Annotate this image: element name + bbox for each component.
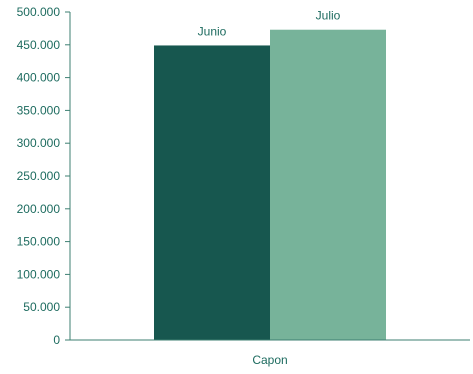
y-tick-label: 450.000 bbox=[17, 38, 61, 52]
y-tick-label: 350.000 bbox=[17, 103, 61, 117]
bar-label-junio: Junio bbox=[198, 24, 227, 38]
bar-junio bbox=[154, 45, 270, 341]
x-category-label: Capon bbox=[252, 353, 287, 367]
y-tick-label: 150.000 bbox=[17, 235, 61, 249]
y-tick-label: 200.000 bbox=[17, 202, 61, 216]
y-tick-label: 100.000 bbox=[17, 267, 61, 281]
y-tick-label: 300.000 bbox=[17, 136, 61, 150]
y-axis: 0 50.000 100.000 150.000 200.000 250.000 300.0… bbox=[17, 5, 71, 347]
y-tick-label: 50.000 bbox=[23, 300, 60, 314]
x-axis: Capon bbox=[70, 339, 470, 367]
y-tick-label: 500.000 bbox=[17, 5, 61, 19]
data-labels: Junio Julio bbox=[198, 9, 341, 39]
y-tick-label: 250.000 bbox=[17, 169, 61, 183]
bar-label-julio: Julio bbox=[316, 9, 341, 23]
y-tick-label: 0 bbox=[53, 333, 60, 347]
bars bbox=[154, 29, 386, 341]
y-tick-label: 400.000 bbox=[17, 71, 61, 85]
bar-julio bbox=[270, 29, 386, 340]
